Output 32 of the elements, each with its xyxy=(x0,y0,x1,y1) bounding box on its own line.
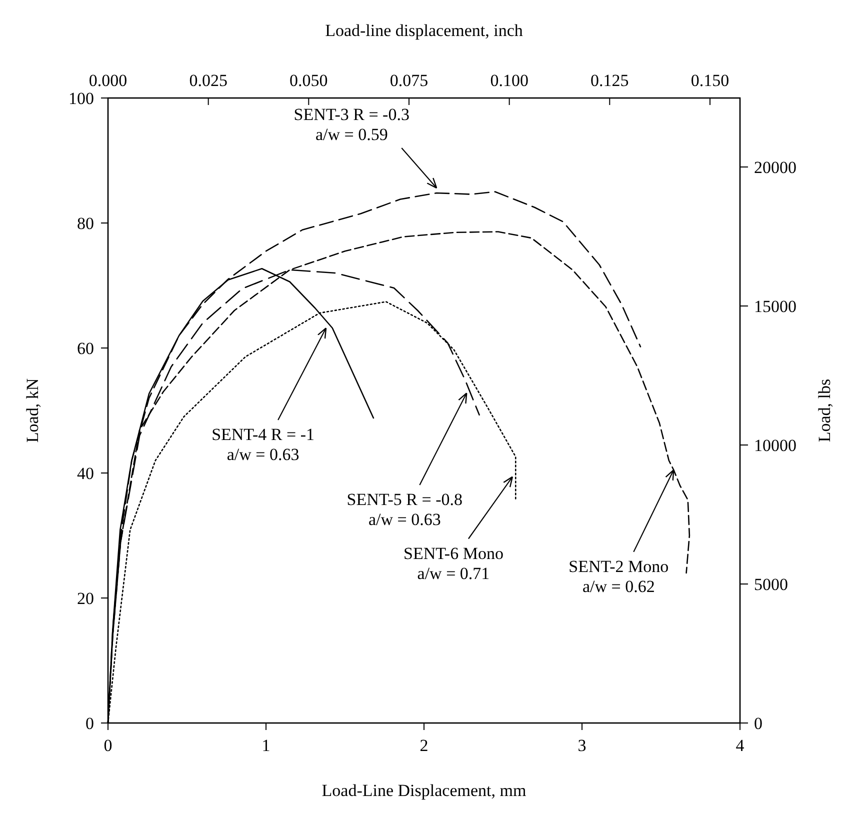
y-tick-label: 20 xyxy=(77,589,94,608)
x-tick-label: 4 xyxy=(736,736,745,755)
x-tick-label: 0 xyxy=(104,736,112,755)
y2-axis-title: Load, lbs xyxy=(815,378,834,442)
y-axis-title: Load, kN xyxy=(23,378,42,443)
x2-tick-label: 0.075 xyxy=(390,71,428,90)
y2-tick-label: 15000 xyxy=(754,296,796,316)
y-tick-label: 100 xyxy=(68,89,94,108)
y-tick-label: 80 xyxy=(77,214,94,233)
x-tick-label: 2 xyxy=(420,736,428,755)
y-tick-label: 0 xyxy=(86,714,94,733)
annotation: SENT-5 R = -0.8 a/w = 0.63 xyxy=(346,490,463,529)
x2-tick-label: 0.000 xyxy=(88,71,128,90)
y-tick-label: 60 xyxy=(77,339,94,358)
x2-tick-label: 0.100 xyxy=(490,71,528,90)
x-tick-label: 1 xyxy=(262,736,270,755)
y2-tick-label: 20000 xyxy=(754,158,796,177)
y2-tick-label: 5000 xyxy=(754,574,788,594)
annotation: SENT-6 Mono a/w = 0.71 xyxy=(403,544,504,583)
y-tick-label: 40 xyxy=(77,464,94,483)
x2-tick-label: 0.150 xyxy=(690,71,730,90)
annotation: SENT-3 R = -0.3 a/w = 0.59 xyxy=(294,105,410,144)
x2-tick-label: 0.050 xyxy=(290,71,328,90)
y2-tick-label: 10000 xyxy=(754,436,796,455)
x2-axis-title: Load-line displacement, inch xyxy=(325,21,524,40)
annotation: SENT-4 R = -1 a/w = 0.63 xyxy=(212,425,315,464)
x2-tick-label: 0.125 xyxy=(590,71,629,90)
x-axis-title: Load-Line Displacement, mm xyxy=(322,781,526,800)
x2-tick-label: 0.025 xyxy=(189,71,228,90)
y2-tick-label: 0 xyxy=(754,714,762,733)
x-tick-label: 3 xyxy=(578,736,586,755)
annotation: SENT-2 Mono a/w = 0.62 xyxy=(568,556,669,596)
